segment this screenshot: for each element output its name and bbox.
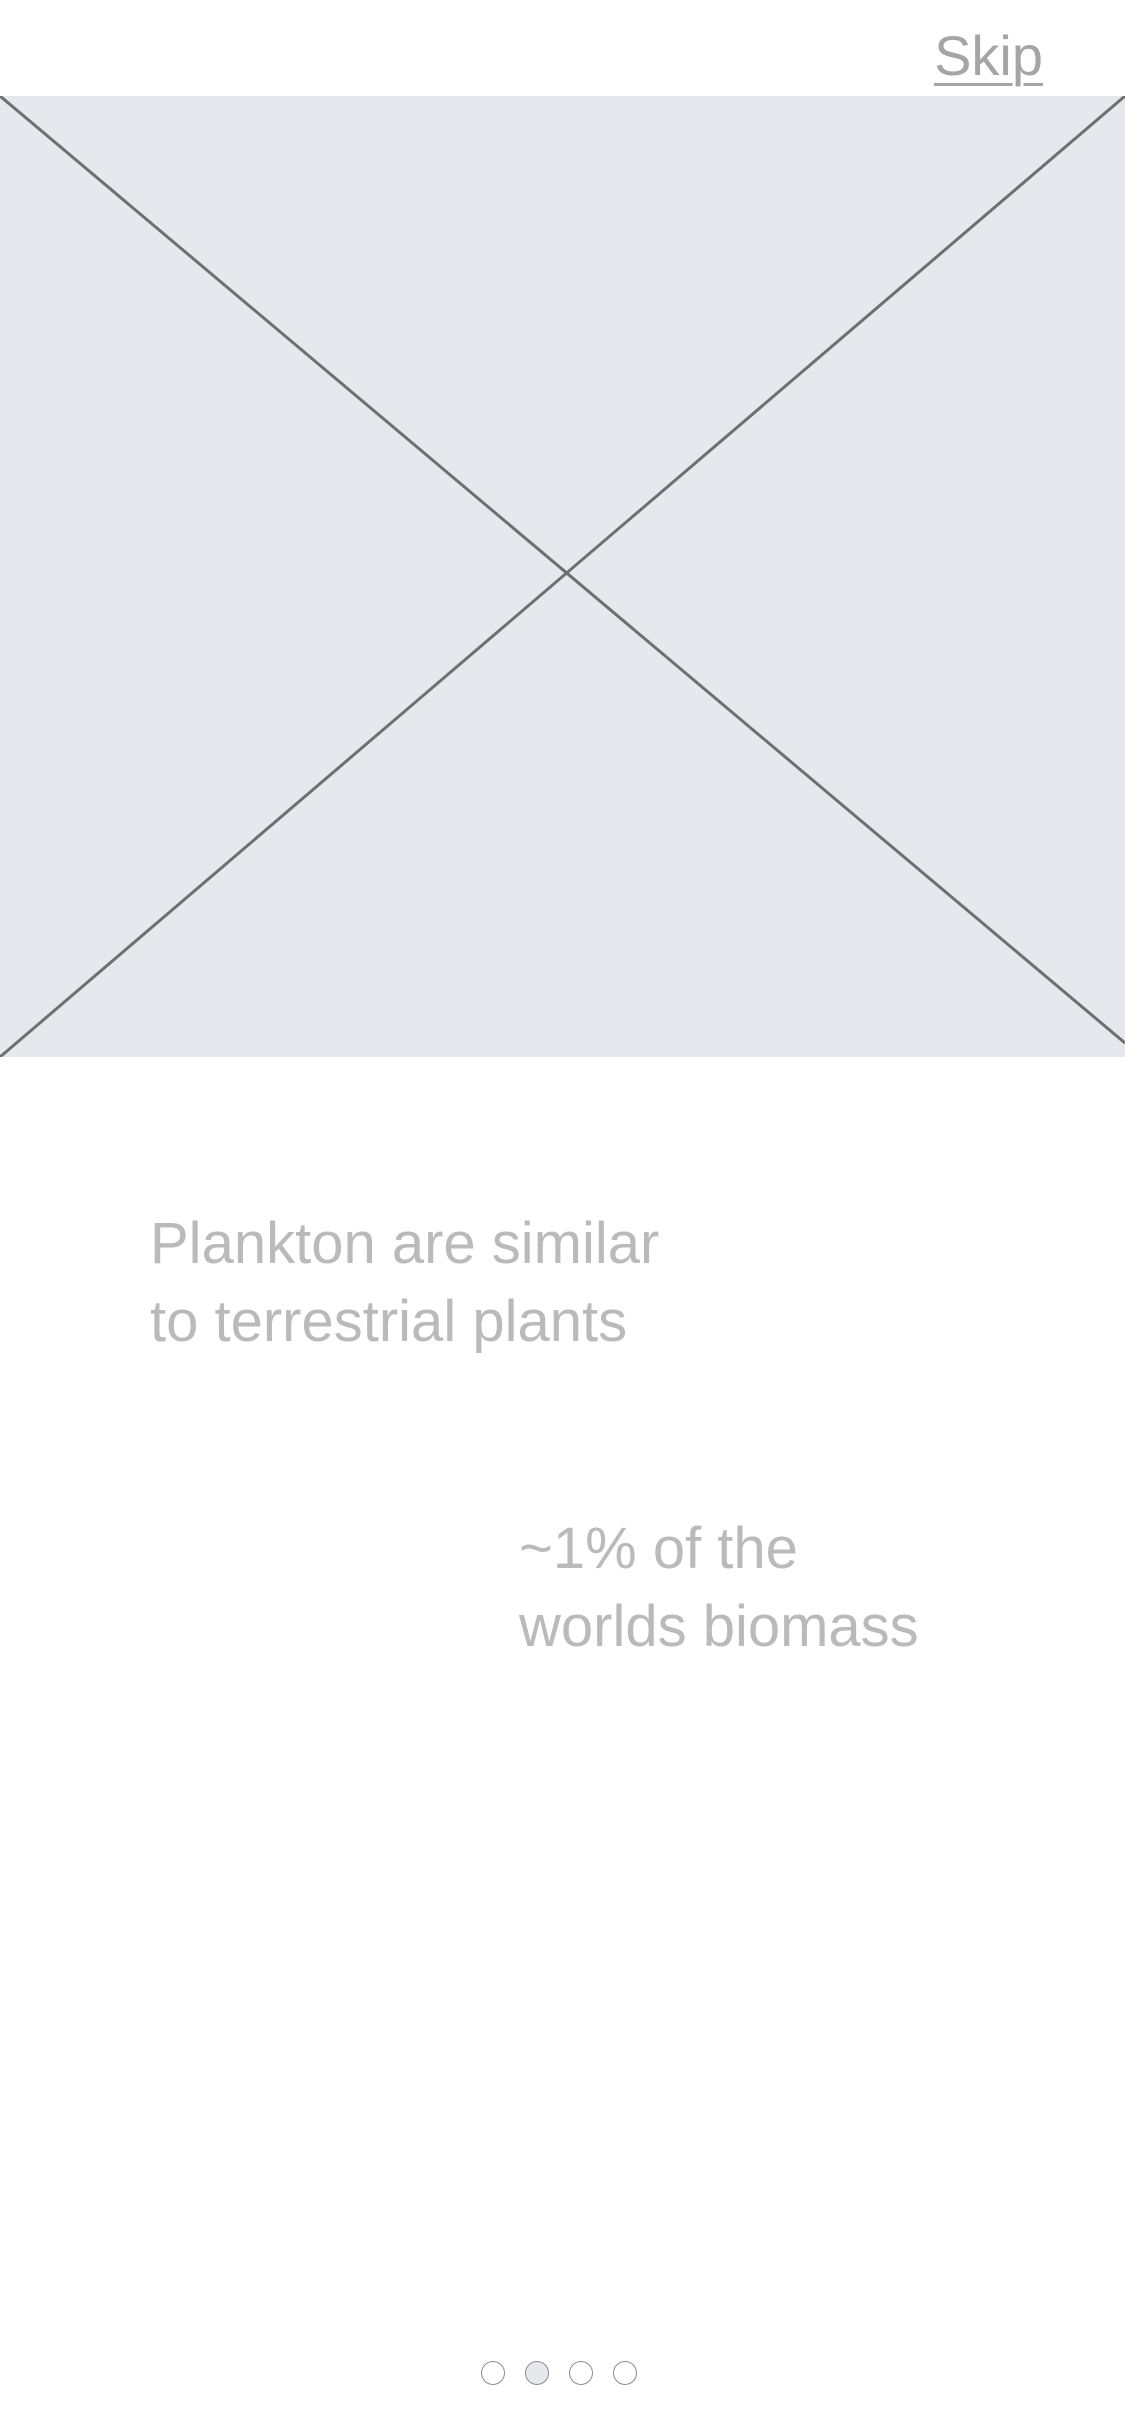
image-placeholder-icon — [0, 96, 1125, 1057]
skip-button[interactable]: Skip — [934, 24, 1043, 87]
page-dot-4[interactable] — [612, 2361, 637, 2385]
hero-image-placeholder — [0, 96, 1125, 1057]
biomass-stat: ~1% of the worlds biomass — [519, 1510, 1079, 1666]
stat-line-1: ~1% of the — [519, 1516, 798, 1581]
stat-line-2: worlds biomass — [519, 1594, 919, 1659]
page-dot-3[interactable] — [568, 2361, 593, 2385]
page-dot-1[interactable] — [480, 2361, 505, 2385]
onboarding-headline: Plankton are similar to terrestrial plan… — [150, 1205, 850, 1361]
headline-line-1: Plankton are similar — [150, 1211, 660, 1276]
page-indicator — [0, 2361, 1121, 2385]
page-dot-2-active[interactable] — [524, 2361, 549, 2385]
headline-line-2: to terrestrial plants — [150, 1289, 628, 1354]
